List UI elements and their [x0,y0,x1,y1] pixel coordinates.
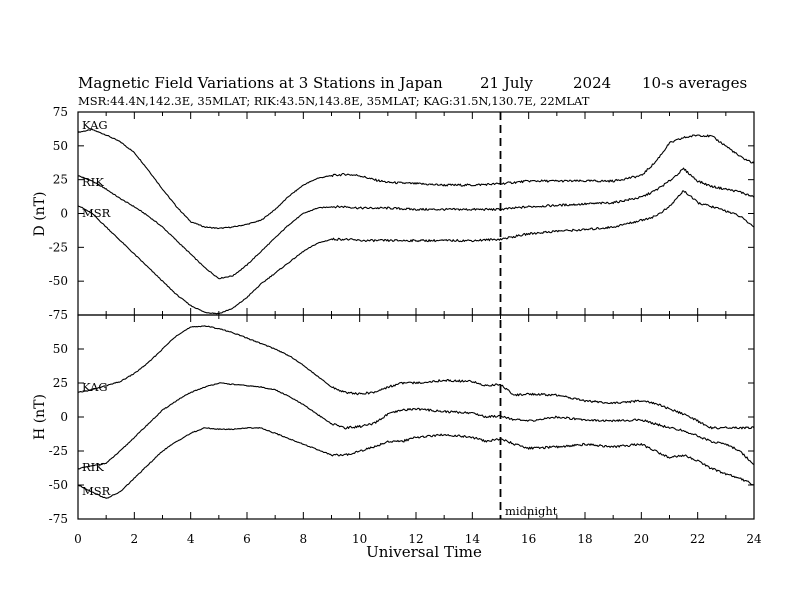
d-panel-frame [77,111,755,316]
series-line-d-rik [77,167,755,280]
xtick-label-4: 8 [300,532,308,546]
ytick-label-d-0: 75 [53,105,68,119]
d-label-msr: MSR [82,206,111,220]
xtick-label-1: 2 [131,532,139,546]
ytick-label-d-4: -25 [49,240,68,254]
xtick-label-11: 22 [690,532,705,546]
chart-averaging: 10-s averages [642,74,747,92]
h-axis-label: H (nT) [32,394,48,440]
chart-year: 2024 [573,74,611,92]
xtick-label-5: 10 [352,532,367,546]
ytick-label-h-3: 0 [60,410,68,424]
xtick-label-8: 16 [521,532,536,546]
ytick-label-d-1: 50 [53,139,68,153]
ytick-label-d-2: 25 [53,173,68,187]
series-line-d-kag [77,128,755,230]
xtick-label-0: 0 [74,532,82,546]
ytick-label-d-6: -75 [49,308,68,322]
station-info: MSR:44.4N,142.3E, 35MLAT; RIK:43.5N,143.… [78,94,590,108]
h-label-kag: KAG [82,380,108,394]
xtick-label-9: 18 [577,532,592,546]
ytick-label-h-2: 25 [53,376,68,390]
ytick-label-h-1: 50 [53,342,68,356]
series-line-h-rik [77,382,755,470]
xtick-label-6: 12 [408,532,423,546]
xtick-label-7: 14 [465,532,481,546]
h-label-rik: RIK [82,460,104,474]
xtick-label-2: 4 [187,532,195,546]
series-line-h-msr [77,426,755,499]
ytick-label-h-5: -50 [49,478,68,492]
ytick-label-d-5: -50 [49,274,68,288]
series-line-h-kag [77,325,755,430]
h-panel-frame [77,314,755,520]
d-axis-label: D (nT) [32,192,48,237]
xtick-label-12: 24 [746,532,762,546]
xtick-label-10: 20 [634,532,649,546]
ytick-label-h-6: -75 [49,512,68,526]
h-label-msr: MSR [82,484,111,498]
x-axis-label: Universal Time [366,543,482,561]
ytick-label-d-3: 0 [60,207,68,221]
xtick-label-3: 6 [243,532,251,546]
d-label-kag: KAG [82,118,108,132]
series-line-d-msr [77,190,755,315]
ytick-label-h-4: -25 [49,444,68,458]
chart-date: 21 July [480,74,533,92]
chart-title: Magnetic Field Variations at 3 Stations … [78,74,443,92]
midnight-label: midnight [505,504,558,518]
